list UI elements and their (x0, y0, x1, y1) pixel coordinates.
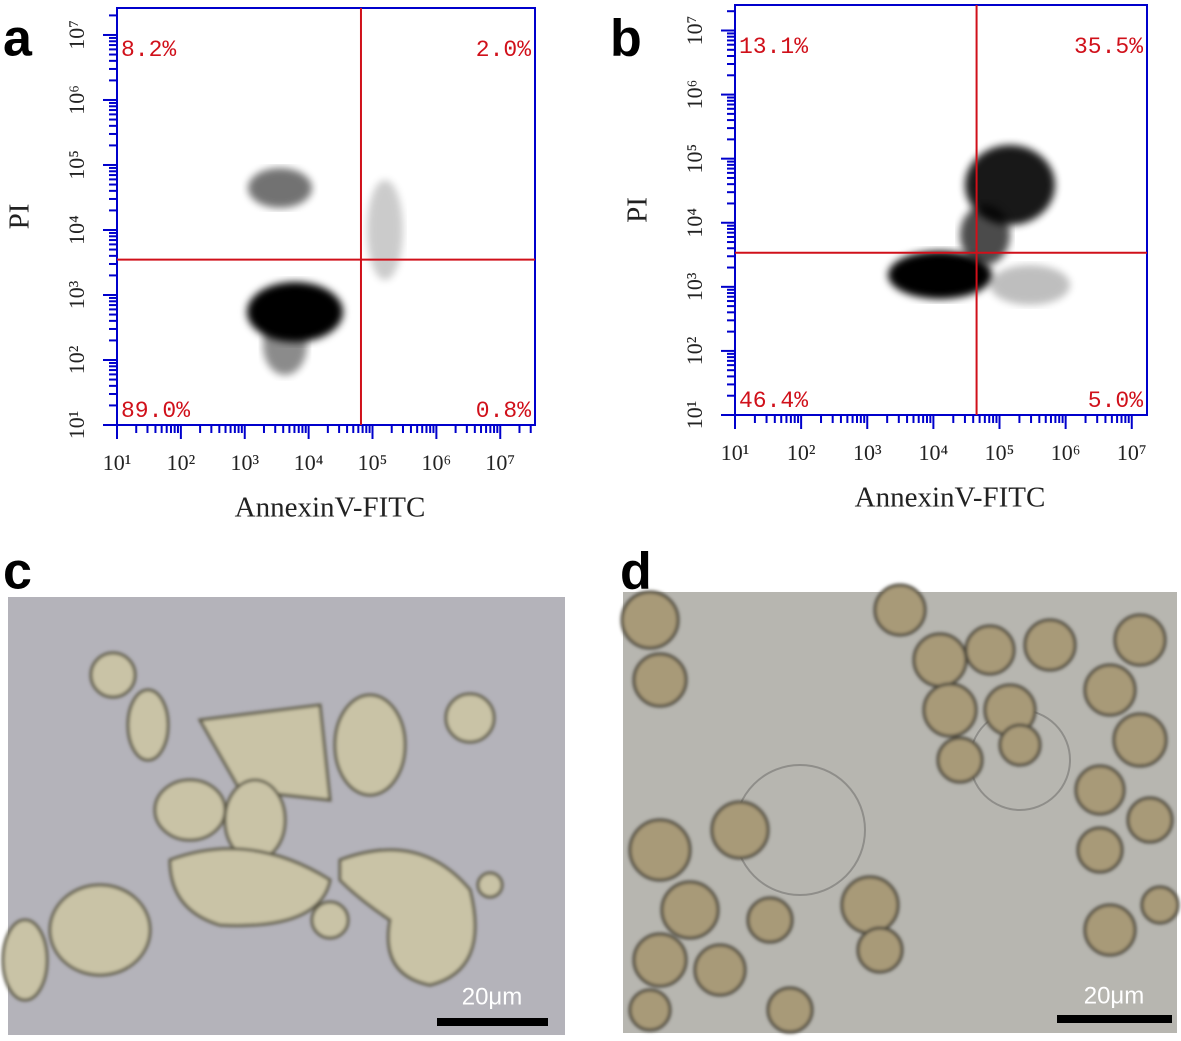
x-tick-label: 10⁵ (358, 450, 388, 475)
x-tick-label: 10⁷ (1117, 440, 1147, 465)
x-tick-label: 10³ (230, 450, 259, 475)
x-tick-label: 10³ (853, 440, 882, 465)
x-tick-label: 10⁴ (294, 450, 324, 475)
panel-letter: b (610, 10, 642, 68)
x-tick-label: 10⁷ (485, 450, 515, 475)
quadrant-percent: 46.4% (739, 388, 808, 414)
quadrant-percent: 2.0% (476, 37, 531, 63)
plot-frame (116, 7, 536, 426)
panel-letter: c (3, 543, 32, 601)
y-tick-label: 10³ (64, 280, 89, 309)
quadrant-percent: 13.1% (739, 34, 808, 60)
x-tick-label: 10⁵ (985, 440, 1015, 465)
quadrant-percent: 35.5% (1074, 34, 1143, 60)
quadrant-percent: 0.8% (476, 398, 531, 424)
y-tick-label: 10⁴ (682, 208, 707, 238)
y-tick-label: 10⁵ (682, 144, 707, 174)
y-tick-label: 10² (682, 336, 707, 365)
y-tick-label: 10³ (682, 272, 707, 301)
y-axis-label: PI (622, 197, 654, 223)
y-tick-label: 10⁴ (64, 215, 89, 245)
micrograph (1, 597, 565, 1035)
y-tick-label: 10⁶ (64, 85, 89, 115)
x-axis-label: AnnexinV-FITC (235, 492, 426, 524)
quadrant-percent: 5.0% (1088, 388, 1143, 414)
x-tick-label: 10⁶ (1051, 440, 1081, 465)
x-tick-label: 10⁶ (422, 450, 452, 475)
y-tick-label: 10¹ (64, 411, 89, 440)
y-tick-label: 10⁷ (64, 20, 89, 50)
plot-frame (734, 4, 1148, 416)
panel-letter: a (3, 10, 33, 68)
x-tick-label: 10¹ (103, 450, 132, 475)
y-tick-label: 10¹ (682, 401, 707, 430)
x-tick-label: 10⁴ (919, 440, 949, 465)
cell-cloud (247, 145, 1070, 375)
quadrant-percent: 8.2% (121, 37, 176, 63)
scale-bar-label: 20μm (1084, 982, 1145, 1009)
x-tick-label: 10² (787, 440, 816, 465)
quadrant-percent: 89.0% (121, 398, 190, 424)
y-tick-label: 10⁶ (682, 80, 707, 110)
y-tick-label: 10² (64, 345, 89, 374)
micrograph (620, 583, 1180, 1034)
scale-bar-label: 20μm (462, 983, 523, 1010)
y-tick-label: 10⁵ (64, 150, 89, 180)
y-axis-label: PI (4, 204, 36, 230)
x-tick-label: 10¹ (721, 440, 750, 465)
x-tick-label: 10² (167, 450, 196, 475)
y-tick-label: 10⁷ (682, 16, 707, 46)
x-axis-label: AnnexinV-FITC (855, 482, 1046, 514)
